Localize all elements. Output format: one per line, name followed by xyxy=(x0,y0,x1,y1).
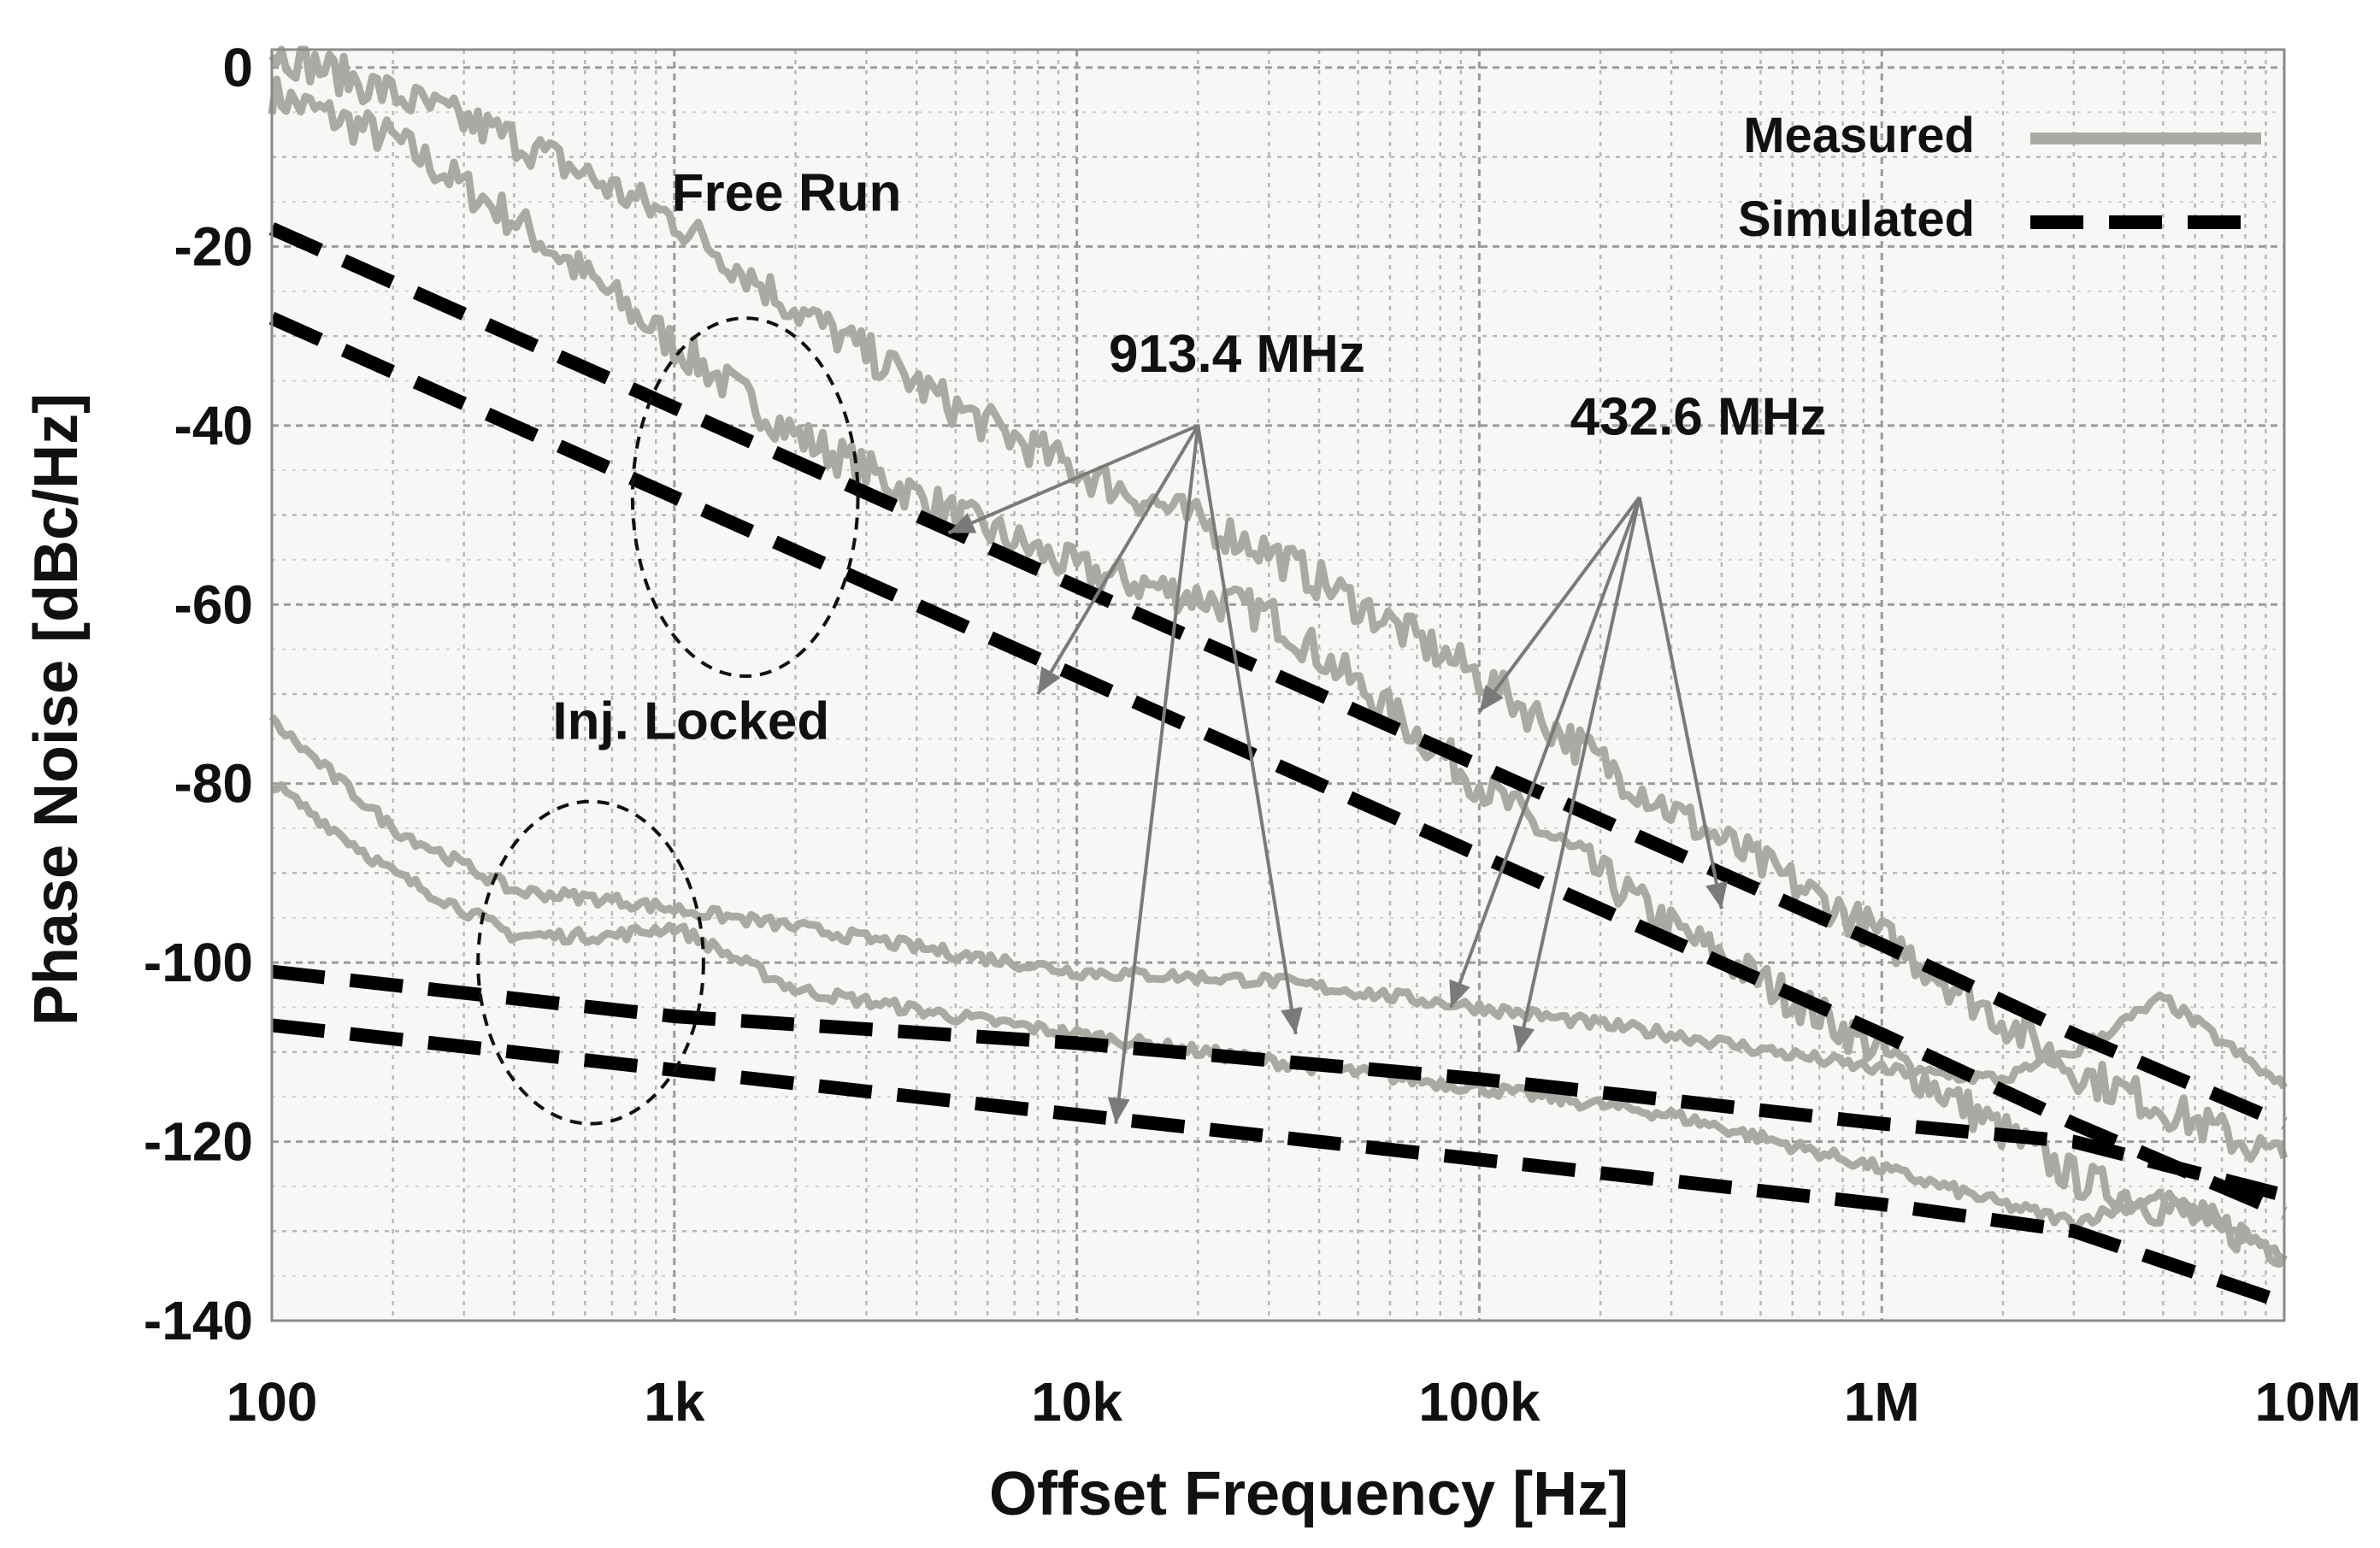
series-simulated-line xyxy=(268,222,2288,1130)
annotation-layer: Free Run Inj. Locked 913.4 MHz 432.6 MHz xyxy=(476,163,1827,1126)
annotation-label: Free Run xyxy=(672,163,902,222)
annotation-arrow-line xyxy=(1477,496,1641,714)
major-grid xyxy=(270,50,2286,1322)
x-tick-label: 10M xyxy=(2255,1371,2362,1433)
annotation-arrow-head xyxy=(1281,1007,1303,1034)
legend-label-measured: Measured xyxy=(1743,108,1975,163)
y-tick-label: -120 xyxy=(144,1111,253,1173)
y-tick-label: -20 xyxy=(174,215,254,277)
x-tick-label: 100 xyxy=(227,1371,318,1433)
plot-area xyxy=(272,50,2284,1321)
series-simulated-line xyxy=(268,311,2288,1220)
x-tick-label: 1k xyxy=(644,1371,705,1433)
annotation-arrow-head xyxy=(1038,666,1061,694)
annotation-arrow-head xyxy=(1705,881,1728,909)
annotation-arrow-line xyxy=(947,423,1199,535)
axis-frame xyxy=(270,48,2286,1322)
y-tick-label: -40 xyxy=(174,395,254,456)
annotation-arrow-line xyxy=(1637,497,1723,909)
annotation-arrow-head xyxy=(1479,685,1504,712)
series-simulated-line xyxy=(271,964,2286,1203)
y-axis-ticks: 0 -20 -40 -60 -80 -100 -120 -140 xyxy=(144,37,253,1351)
x-tick-label: 100k xyxy=(1418,1371,1541,1433)
free-run-ellipse xyxy=(630,316,860,679)
y-tick-label: -140 xyxy=(144,1290,253,1351)
annotation-arrow-line xyxy=(1036,424,1200,695)
x-axis-ticks: 100 1k 10k 100k 1M 10M xyxy=(227,1371,2361,1433)
series-measured-line xyxy=(271,780,2286,1264)
annotation-label: 913.4 MHz xyxy=(1109,325,1365,384)
x-tick-label: 1M xyxy=(1844,1371,1920,1433)
annotation-arrow-head xyxy=(1107,1097,1130,1124)
series-measured-line xyxy=(268,714,2288,1090)
y-tick-label: -100 xyxy=(144,932,253,993)
annotation-arrow-head xyxy=(1449,979,1470,1008)
x-tick-label: 10k xyxy=(1031,1371,1122,1433)
y-tick-label: -80 xyxy=(174,753,254,815)
y-tick-label: -60 xyxy=(174,574,254,635)
y-axis-title: Phase Noise [dBc/Hz] xyxy=(22,393,91,1026)
annotation-arrow-line xyxy=(1517,497,1641,1053)
inj-locked-ellipse xyxy=(476,799,705,1126)
x-axis-title: Offset Frequency [Hz] xyxy=(989,1460,1629,1528)
legend-label-simulated: Simulated xyxy=(1738,191,1975,247)
annotation-arrow-head xyxy=(948,512,977,533)
plot-background xyxy=(272,50,2284,1321)
annotation-arrow-line xyxy=(1196,425,1298,1035)
y-tick-label: 0 xyxy=(222,37,253,98)
legend: Measured Simulated xyxy=(1738,108,2261,247)
annotation-arrow-head xyxy=(1512,1024,1535,1052)
series-measured-line xyxy=(268,45,2289,1163)
annotation-arrow-line xyxy=(1449,496,1641,1009)
annotation-label: 432.6 MHz xyxy=(1570,387,1827,446)
annotation-arrow-line xyxy=(1114,425,1200,1124)
series-measured-line xyxy=(268,75,2288,1268)
annotation-label: Inj. Locked xyxy=(552,692,829,750)
plot-border xyxy=(270,48,2286,1322)
